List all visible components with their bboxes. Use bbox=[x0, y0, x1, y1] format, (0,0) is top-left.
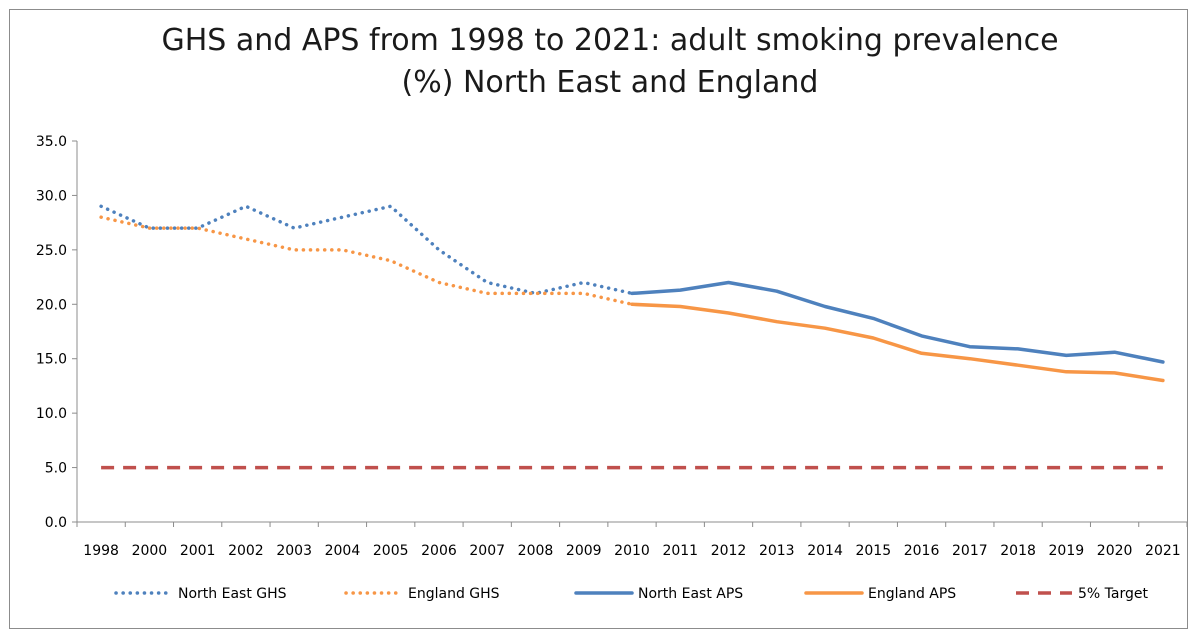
series-line-north-east-aps bbox=[630, 280, 1165, 364]
y-tick-label: 10.0 bbox=[36, 406, 67, 422]
x-tick-label: 2021 bbox=[1145, 543, 1181, 559]
y-tick-label: 30.0 bbox=[36, 188, 67, 204]
x-tick-label: 2011 bbox=[662, 543, 698, 559]
x-tick-label: 2017 bbox=[952, 543, 988, 559]
legend-label: England GHS bbox=[408, 586, 500, 602]
x-tick-label: 2007 bbox=[469, 543, 505, 559]
x-tick-label: 2001 bbox=[180, 543, 216, 559]
x-tick-label: 2000 bbox=[132, 543, 168, 559]
series-line-england-aps bbox=[630, 302, 1165, 383]
x-tick-label: 2003 bbox=[276, 543, 312, 559]
y-tick-label: 15.0 bbox=[36, 352, 67, 368]
chart-title-line-2: (%) North East and England bbox=[401, 65, 819, 100]
series-line-england-ghs bbox=[99, 215, 634, 307]
legend-label: North East GHS bbox=[178, 586, 287, 602]
y-tick-label: 5.0 bbox=[45, 461, 67, 477]
legend-label: England APS bbox=[868, 586, 956, 602]
chart-title-line-1: GHS and APS from 1998 to 2021: adult smo… bbox=[161, 23, 1059, 58]
x-tick-label: 2020 bbox=[1097, 543, 1133, 559]
x-tick-label: 2016 bbox=[904, 543, 940, 559]
y-tick-label: 0.0 bbox=[45, 515, 67, 531]
chart-title: GHS and APS from 1998 to 2021: adult smo… bbox=[100, 20, 1120, 104]
x-tick-label: 2002 bbox=[228, 543, 264, 559]
y-tick-label: 25.0 bbox=[36, 243, 67, 259]
x-tick-label: 2019 bbox=[1049, 543, 1085, 559]
x-tick-label: 1998 bbox=[83, 543, 119, 559]
y-tick-label: 20.0 bbox=[36, 297, 67, 313]
legend-label: North East APS bbox=[638, 586, 743, 602]
y-tick-label: 35.0 bbox=[36, 134, 67, 150]
x-tick-label: 2015 bbox=[855, 543, 891, 559]
x-tick-label: 2009 bbox=[566, 543, 602, 559]
series-line-north-east-ghs bbox=[99, 204, 634, 296]
x-tick-label: 2012 bbox=[711, 543, 747, 559]
x-tick-label: 2008 bbox=[518, 543, 554, 559]
x-tick-label: 2004 bbox=[325, 543, 361, 559]
legend-label: 5% Target bbox=[1078, 586, 1148, 602]
x-tick-label: 2006 bbox=[421, 543, 457, 559]
x-tick-label: 2013 bbox=[759, 543, 795, 559]
x-tick-label: 2010 bbox=[614, 543, 650, 559]
x-tick-label: 2014 bbox=[807, 543, 843, 559]
chart-frame bbox=[9, 9, 1188, 629]
x-tick-label: 2005 bbox=[373, 543, 409, 559]
x-tick-label: 2018 bbox=[1000, 543, 1036, 559]
